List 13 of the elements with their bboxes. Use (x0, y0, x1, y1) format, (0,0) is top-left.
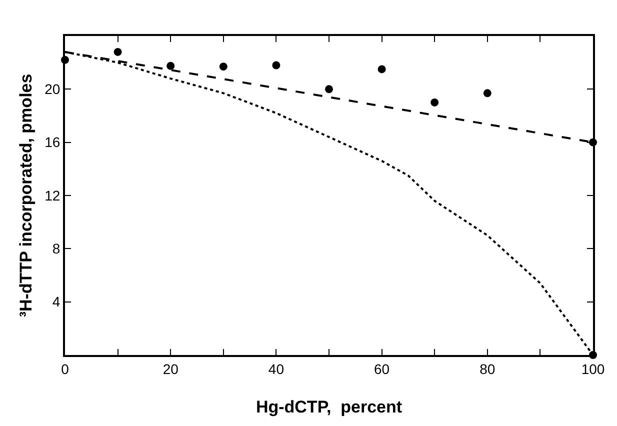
x-tick-label: 80 (480, 360, 496, 377)
y-tick-label: 16 (44, 134, 60, 150)
x-tick-label: 60 (374, 360, 390, 377)
x-tick-label: 20 (162, 360, 179, 377)
x-axis-title: Hg-dCTP, percent (256, 398, 402, 417)
y-tick-label: 8 (52, 240, 60, 257)
y-tick-label: 12 (44, 187, 60, 204)
y-tick-label: 4 (52, 294, 60, 310)
x-tick-label: 40 (268, 360, 284, 377)
y-tick-label: 20 (44, 81, 60, 98)
x-tick-label: 0 (61, 360, 70, 377)
y-axis-title: ³H-dTTP incorporated, pmoles (16, 74, 36, 318)
x-tick-label: 100 (581, 360, 605, 377)
